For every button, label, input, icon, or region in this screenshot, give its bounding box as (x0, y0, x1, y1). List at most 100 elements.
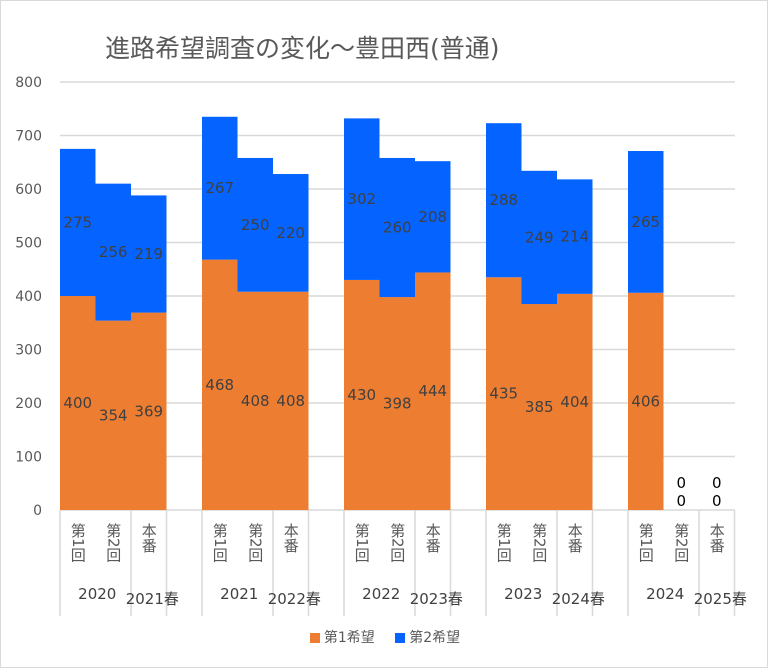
bar-segment-second-choice (60, 148, 96, 296)
bar-segment-second-choice (344, 118, 380, 280)
data-label: 0 (676, 492, 686, 510)
x-group-exam-label: 2023春 (410, 590, 463, 608)
bar-segment-second-choice (273, 174, 309, 292)
data-label: 214 (560, 228, 589, 246)
x-group-exam-label: 2024春 (552, 590, 605, 608)
data-label: 435 (489, 385, 518, 403)
y-tick-label: 0 (33, 503, 42, 519)
data-label: 354 (99, 406, 128, 424)
x-category-label: 第1回 (353, 522, 371, 563)
data-label: 220 (276, 224, 305, 242)
data-label: 408 (276, 392, 305, 410)
legend-item-second-choice: 第2希望 (395, 630, 460, 646)
bar-segment-second-choice (521, 170, 557, 305)
bar-segment-first-choice (344, 279, 380, 510)
bar-segment-second-choice (557, 179, 593, 294)
x-category-label: 第1回 (211, 522, 229, 563)
bar-segment-second-choice (379, 157, 415, 298)
bar-segment-first-choice (628, 292, 664, 510)
x-category-label: 第1回 (69, 522, 87, 563)
data-label: 0 (712, 492, 722, 510)
data-label: 400 (63, 394, 92, 412)
bar-segment-second-choice (95, 183, 131, 321)
bar-segment-first-choice (486, 277, 522, 510)
x-category-label: 第2回 (672, 522, 690, 563)
data-label: 275 (63, 213, 92, 231)
bar-segment-second-choice (237, 157, 273, 292)
data-label: 369 (134, 402, 163, 420)
y-tick-label: 600 (15, 182, 42, 198)
y-tick-label: 100 (15, 450, 42, 466)
y-tick-label: 700 (15, 129, 42, 145)
x-group-exam-label: 2021春 (126, 590, 179, 608)
data-label: 288 (489, 191, 518, 209)
x-category-label: 第2回 (246, 522, 264, 563)
data-label: 265 (631, 213, 660, 231)
bar-segment-second-choice (202, 116, 238, 260)
x-category-label: 本番 (566, 523, 584, 553)
data-label: 444 (418, 382, 447, 400)
data-label: 468 (205, 376, 234, 394)
x-category-label: 本番 (708, 523, 726, 553)
x-category-label: 本番 (282, 523, 300, 553)
x-group-exam-label: 2022春 (268, 590, 321, 608)
bar-segment-second-choice (415, 161, 451, 273)
data-label: 0 (676, 474, 686, 492)
bar-segment-second-choice (131, 195, 167, 313)
x-category-label: 第2回 (104, 522, 122, 563)
bar-segment-first-choice (131, 312, 167, 510)
x-category-label: 第1回 (637, 522, 655, 563)
x-category-label: 本番 (424, 523, 442, 553)
bar-segment-first-choice (237, 291, 273, 510)
data-label: 430 (347, 386, 376, 404)
data-label: 219 (134, 245, 163, 263)
x-group-year-label: 2020 (78, 585, 116, 603)
data-label: 302 (347, 190, 376, 208)
legend-swatch (309, 633, 320, 643)
data-label: 398 (383, 395, 412, 413)
bar-segment-second-choice (486, 123, 522, 278)
chart-title: 進路希望調査の変化～豊田西(普通) (105, 34, 500, 63)
x-group-year-label: 2022 (362, 585, 400, 603)
y-tick-label: 200 (15, 396, 42, 412)
data-label: 385 (525, 398, 554, 416)
legend-label: 第1希望 (323, 630, 375, 646)
bar-segment-first-choice (379, 297, 415, 510)
x-category-label: 第1回 (495, 522, 513, 563)
bar-segment-first-choice (415, 272, 451, 510)
legend-label: 第2希望 (409, 630, 461, 646)
data-label: 408 (241, 392, 270, 410)
data-label: 250 (241, 216, 270, 234)
bar-segment-first-choice (273, 291, 309, 510)
x-category-label: 第2回 (388, 522, 406, 563)
data-label: 0 (712, 474, 722, 492)
bar-segment-second-choice (628, 151, 664, 293)
x-category-label: 第2回 (530, 522, 548, 563)
legend-swatch (395, 633, 406, 643)
bar-segment-first-choice (95, 320, 131, 510)
bar-segment-first-choice (202, 259, 238, 510)
data-label: 406 (631, 392, 660, 410)
x-group-year-label: 2024 (646, 585, 684, 603)
x-category-label: 本番 (140, 523, 158, 553)
data-label: 249 (525, 228, 554, 246)
x-group-year-label: 2023 (504, 585, 542, 603)
legend-item-first-choice: 第1希望 (309, 630, 375, 646)
bar-segment-first-choice (60, 296, 96, 510)
y-tick-label: 400 (15, 289, 42, 305)
data-label: 404 (560, 393, 589, 411)
x-group-exam-label: 2025春 (694, 590, 747, 608)
x-group-year-label: 2021 (220, 585, 258, 603)
data-label: 208 (418, 208, 447, 226)
bar-segment-first-choice (557, 293, 593, 510)
data-label: 260 (383, 219, 412, 237)
y-tick-label: 500 (15, 236, 42, 252)
y-tick-label: 300 (15, 343, 42, 359)
bar-segment-first-choice (521, 304, 557, 510)
data-label: 256 (99, 243, 128, 261)
y-tick-label: 800 (15, 75, 42, 91)
data-label: 267 (205, 179, 234, 197)
legend: 第1希望 第2希望 (1, 627, 768, 647)
